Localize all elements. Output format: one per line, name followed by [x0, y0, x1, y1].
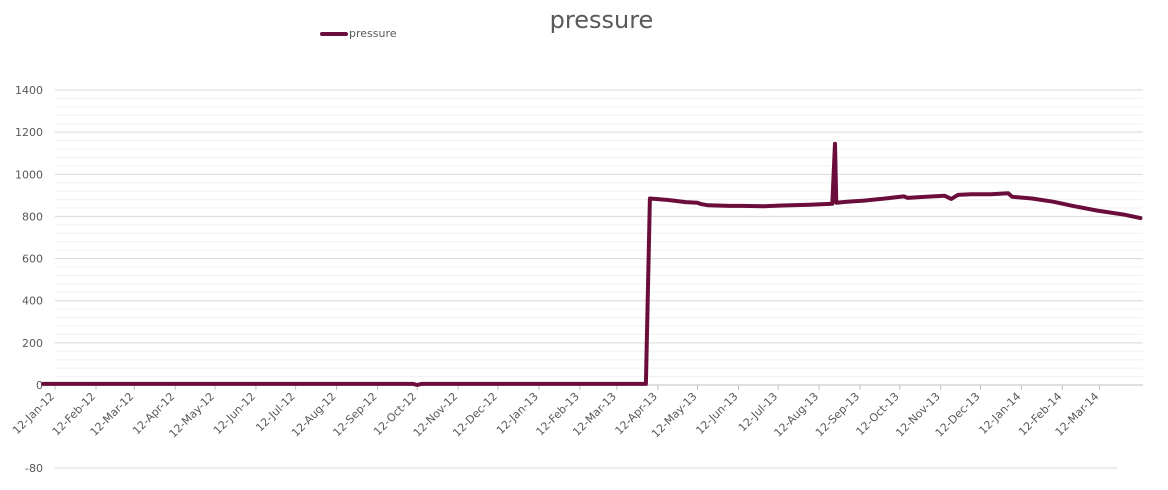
y-tick-label: 1000	[15, 168, 43, 181]
y-tick-label: 1200	[15, 126, 43, 139]
x-tick-label: 12-Jun-12	[211, 390, 258, 437]
legend-label: pressure	[349, 27, 397, 40]
y-tick-label: 0	[36, 379, 43, 392]
legend-swatch	[320, 31, 348, 36]
x-tick-label: 12-Sep-12	[330, 390, 379, 439]
x-tick-label: 12-Sep-13	[813, 390, 862, 439]
y-tick-label: 800	[22, 210, 43, 223]
legend: pressure	[320, 27, 397, 40]
y-tick-label: 400	[22, 295, 43, 308]
y-tick-label: 200	[22, 337, 43, 350]
y-tick-label: 600	[22, 253, 43, 266]
series-line-pressure	[41, 141, 1143, 387]
chart-title: pressure	[549, 6, 654, 34]
x-tick-label: 12-Jun-13	[693, 390, 740, 437]
y-tick-label: 1400	[15, 84, 43, 97]
y-tick-label: -80	[25, 462, 43, 475]
